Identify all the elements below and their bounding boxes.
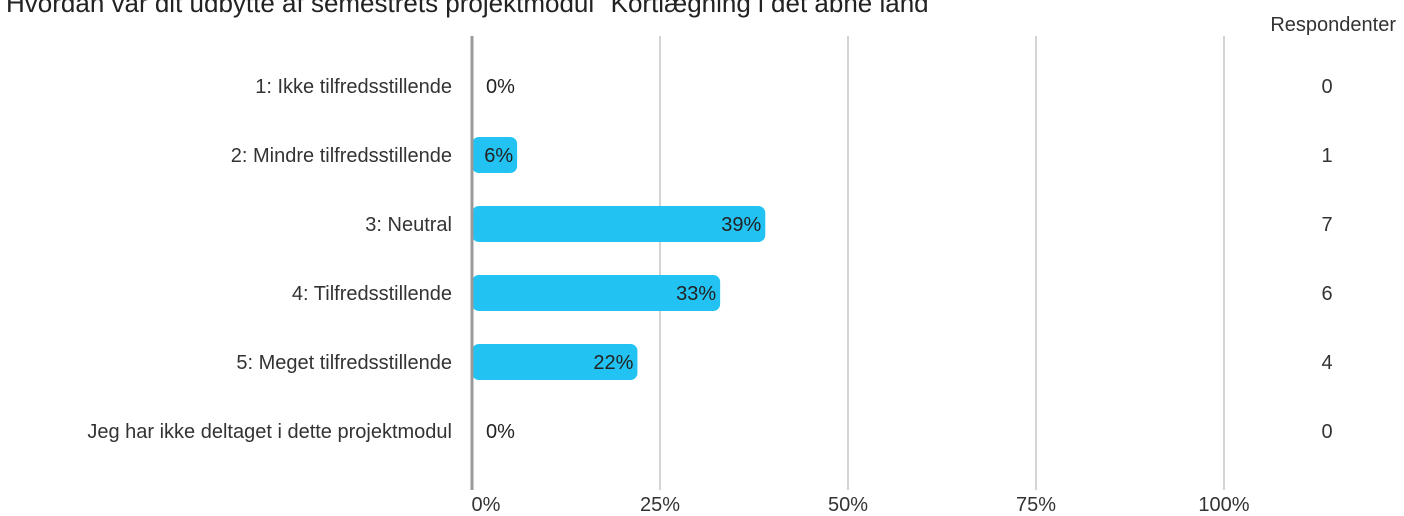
bar-value-label: 39% xyxy=(721,214,761,236)
category-label: Jeg har ikke deltaget i dette projektmod… xyxy=(87,421,452,443)
x-tick-label: 100% xyxy=(1198,494,1249,516)
labels: 0% 25% 50% 75% 100%1: Ikke tilfredsstillende… xyxy=(87,76,1332,516)
x-tick-label: 50% xyxy=(828,494,868,516)
respondent-count: 7 xyxy=(1321,214,1332,236)
respondent-count: 0 xyxy=(1321,421,1332,443)
bar xyxy=(472,275,721,311)
x-tick-label: 75% xyxy=(1016,494,1056,516)
x-tick-label: 25% xyxy=(640,494,680,516)
bar-value-label: 0% xyxy=(486,76,515,98)
bar xyxy=(472,137,518,173)
category-label: 3: Neutral xyxy=(365,214,452,236)
bar-value-label: 33% xyxy=(676,283,716,305)
gridlines xyxy=(659,36,1225,490)
respondent-count: 4 xyxy=(1321,352,1332,374)
chart-title: Hvordan var dit udbytte af semestrets pr… xyxy=(6,0,938,18)
x-tick-label: 0% xyxy=(472,494,501,516)
respondent-count: 0 xyxy=(1321,76,1332,98)
respondent-count: 1 xyxy=(1321,145,1332,167)
bar xyxy=(472,206,766,242)
category-label: 5: Meget tilfredsstillende xyxy=(236,352,452,374)
bar xyxy=(472,344,638,380)
bar-value-label: 22% xyxy=(593,352,633,374)
category-label: 2: Mindre tilfredsstillende xyxy=(231,145,452,167)
respondent-count: 6 xyxy=(1321,283,1332,305)
bar-value-label: 0% xyxy=(486,421,515,443)
respondents-header: Respondenter xyxy=(1270,14,1396,36)
category-label: 4: Tilfredsstillende xyxy=(292,283,452,305)
category-label: 1: Ikke tilfredsstillende xyxy=(255,76,452,98)
bars xyxy=(472,137,766,380)
bar-value-label: 6% xyxy=(484,145,513,167)
